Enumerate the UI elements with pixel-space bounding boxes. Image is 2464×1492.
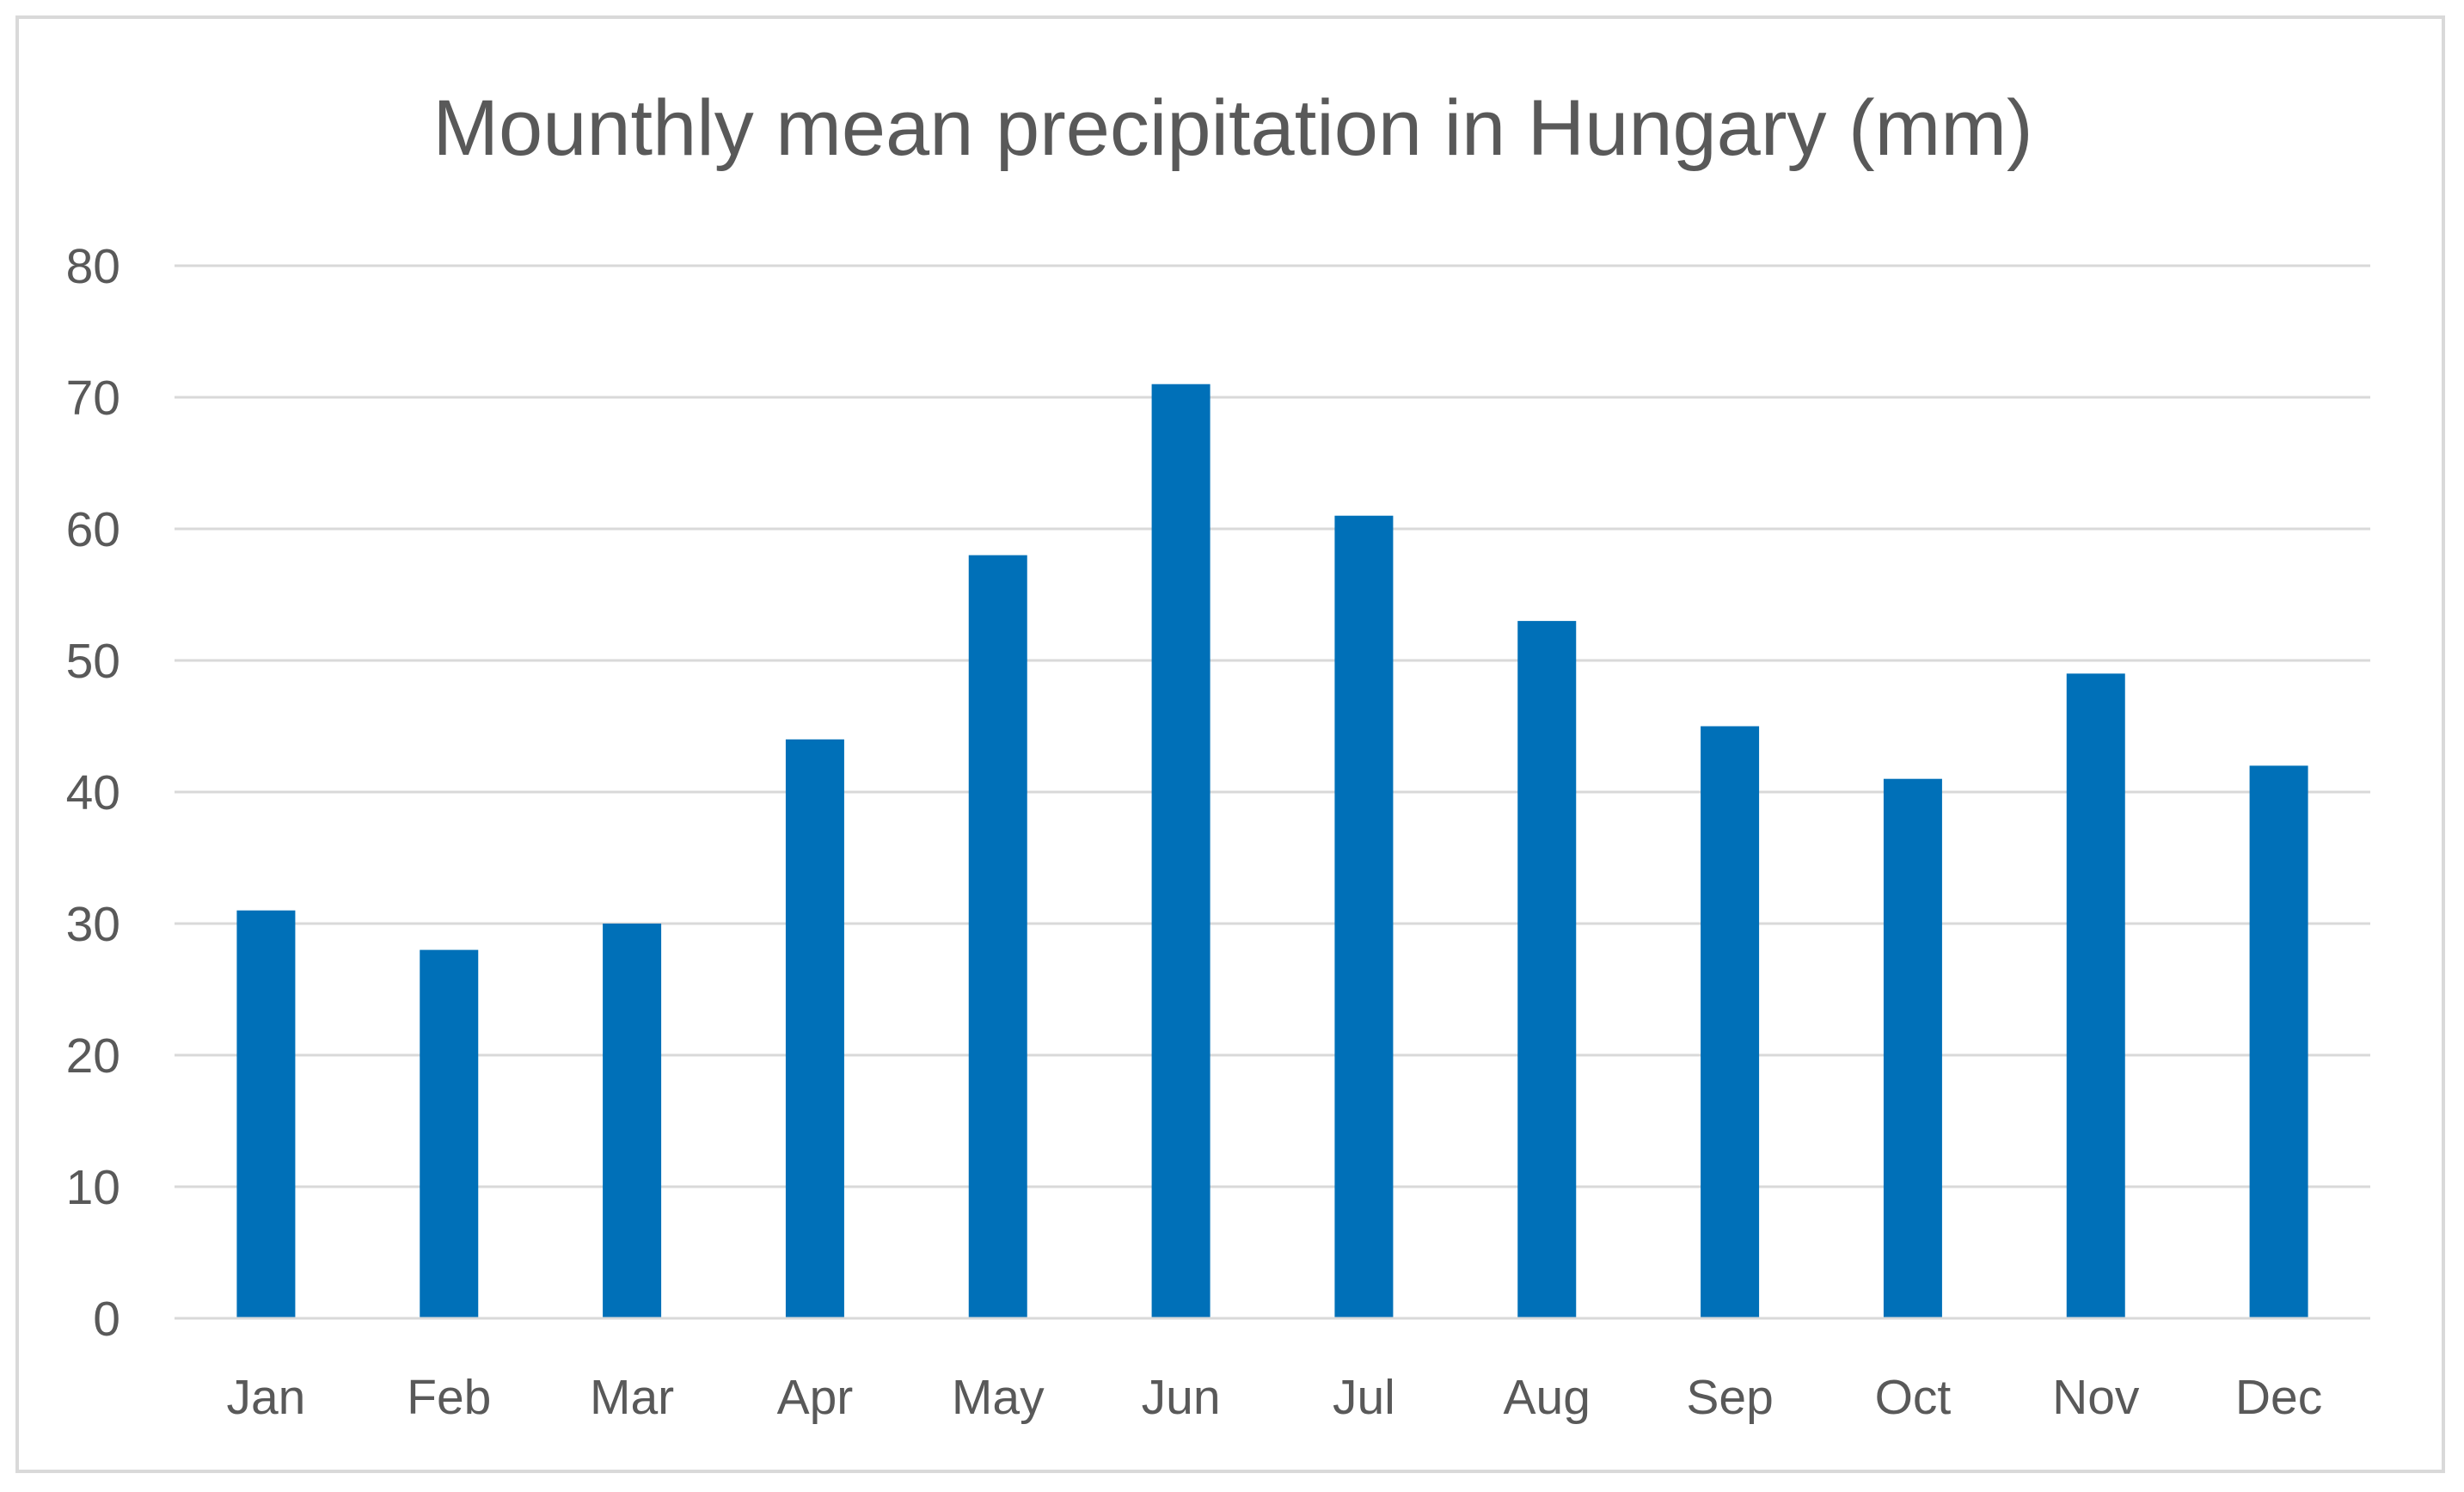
y-tick-label: 80 [66, 239, 120, 294]
bar-oct [1883, 778, 1942, 1318]
bar-sep [1701, 726, 1760, 1318]
x-tick-label: Jun [1142, 1370, 1221, 1425]
bar-dec [2249, 765, 2308, 1318]
x-tick-label: Oct [1875, 1370, 1952, 1425]
y-tick-label: 10 [66, 1160, 120, 1215]
x-tick-label: Nov [2052, 1370, 2140, 1425]
gridlines [175, 264, 2370, 1320]
x-tick-label: Jan [226, 1370, 305, 1425]
bar-nov [2066, 673, 2125, 1318]
y-tick-label: 70 [66, 371, 120, 426]
x-tick-label: Apr [777, 1370, 854, 1425]
bar-aug [1517, 621, 1577, 1318]
y-tick-label: 40 [66, 765, 120, 820]
y-tick-label: 50 [66, 634, 120, 689]
y-axis-ticks: 0 10 20 30 40 50 60 70 80 [66, 239, 120, 1347]
bars [175, 384, 2370, 1320]
x-tick-label: Sep [1686, 1370, 1773, 1425]
y-tick-label: 60 [66, 502, 120, 557]
bar-may [968, 555, 1027, 1318]
bar-jul [1334, 515, 1394, 1318]
bar-jan [236, 910, 296, 1318]
x-tick-label: Jul [1333, 1370, 1395, 1425]
x-tick-label: Mar [590, 1370, 674, 1425]
y-tick-label: 0 [93, 1292, 120, 1347]
x-tick-label: Aug [1504, 1370, 1591, 1425]
bar-apr [785, 739, 844, 1318]
x-tick-label: Feb [407, 1370, 491, 1425]
y-tick-label: 30 [66, 897, 120, 952]
bar-jun [1151, 384, 1211, 1319]
x-tick-label: Dec [2235, 1370, 2322, 1425]
y-tick-label: 20 [66, 1028, 120, 1084]
bar-mar [603, 924, 662, 1318]
x-tick-label: May [952, 1370, 1045, 1425]
bar-feb [420, 949, 479, 1318]
x-axis-ticks: Jan Feb Mar Apr May Jun Jul Aug Sep Oct Nov Dec [226, 1370, 2322, 1425]
chart-title: Mounthly mean precipitation in Hungary (… [432, 84, 2032, 172]
